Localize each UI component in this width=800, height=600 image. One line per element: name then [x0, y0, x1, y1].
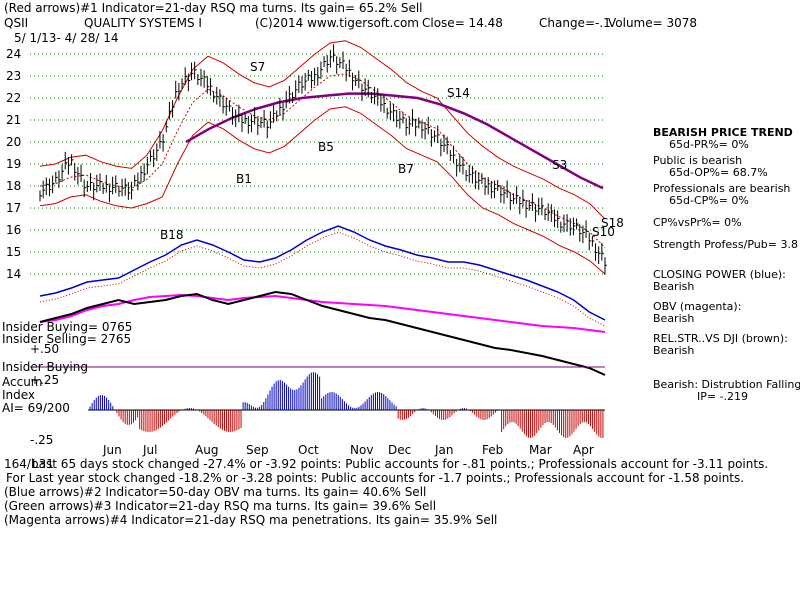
- insider-buying-count: Insider Buying= 0765: [2, 320, 133, 334]
- x-tick-label: Dec: [388, 443, 411, 457]
- signal-s10: S10: [592, 225, 615, 239]
- y-tick-label: 19: [6, 157, 21, 171]
- insider-selling-count: Insider Selling= 2765: [2, 332, 132, 346]
- x-tick-label: Nov: [350, 443, 373, 457]
- ai-label: AI= 69/200: [2, 401, 70, 415]
- prof-title: Professionals are bearish: [653, 182, 791, 195]
- y-tick-label: 22: [6, 91, 21, 105]
- index-label: Index: [2, 388, 36, 402]
- signal-b18: B18: [160, 228, 184, 242]
- closing-power-line: [39, 225, 606, 321]
- accum-label: Accum: [2, 375, 43, 389]
- footer-line-2: For Last year stock changed -18.2% or -3…: [6, 471, 745, 485]
- y-tick-label: 16: [6, 223, 21, 237]
- y-tick-label: 20: [6, 135, 21, 149]
- company-name: QUALITY SYSTEMS I: [84, 16, 202, 30]
- signal-b7: B7: [398, 162, 414, 176]
- x-tick-label: Sep: [246, 443, 269, 457]
- plus-50-label: +.50: [30, 342, 60, 356]
- y-tick-label: 17: [6, 201, 21, 215]
- obv-label: OBV (magenta):: [653, 300, 742, 313]
- signal-s3: S3: [552, 158, 568, 172]
- footer-line-3: (Blue arrows)#2 Indicator=50-day OBV ma …: [4, 485, 427, 499]
- plus-25-label: +.25: [30, 373, 60, 387]
- obv-line: [39, 293, 606, 333]
- ticker: QSII: [4, 16, 29, 30]
- pr-value: 65d-PR%= 0%: [669, 138, 749, 151]
- minus-25-label: -.25: [30, 433, 54, 447]
- distribution-status: Bearish: Distrubtion Falling: [653, 378, 800, 391]
- signal-s18: S18: [601, 216, 624, 230]
- signal-s14: S14: [447, 86, 470, 100]
- upper-band-line: [39, 40, 606, 220]
- y-tick-label: 14: [6, 267, 21, 281]
- cp-status: Bearish: [653, 280, 695, 293]
- x-tick-label: Mar: [529, 443, 552, 457]
- x-tick-label: Jan: [434, 443, 454, 457]
- signal-b5: B5: [318, 140, 334, 154]
- cpvspr: CP%vsPr%= 0%: [653, 216, 742, 229]
- footer-prefix: 164/b31: [4, 457, 54, 471]
- footer-line-1: Last 65 days stock changed -27.4% or -3.…: [32, 457, 769, 471]
- closing-power-ma: [39, 231, 606, 327]
- x-tick-label: Jul: [142, 443, 157, 457]
- indicator-1-line: (Red arrows)#1 Indicator=21-day RSQ ma t…: [4, 1, 423, 15]
- footer-line-5: (Magenta arrows)#4 Indicator=21-day RSQ …: [4, 513, 498, 527]
- x-tick-label: Aug: [195, 443, 218, 457]
- close-price: Close= 14.48: [422, 16, 503, 30]
- ma21-line: [39, 73, 606, 248]
- ip-value: IP= -.219: [697, 390, 749, 403]
- rs-label: REL.STR..VS DJI (brown):: [653, 332, 788, 345]
- change: Change=-.1: [539, 16, 611, 30]
- copyright: (C)2014 www.tigersoft.com: [255, 16, 419, 30]
- strength: Strength Profess/Pub= 3.8: [653, 238, 798, 251]
- obv-status: Bearish: [653, 312, 695, 325]
- trend-title: BEARISH PRICE TREND: [653, 127, 793, 139]
- y-tick-label: 24: [6, 47, 21, 61]
- insider-buying-label: Insider Buying: [2, 360, 88, 374]
- x-tick-label: Feb: [482, 443, 503, 457]
- rel-strength-line: [39, 290, 606, 376]
- y-tick-label: 21: [6, 113, 21, 127]
- public-title: Public is bearish: [653, 154, 743, 167]
- y-tick-label: 15: [6, 245, 21, 259]
- date-range: 5/ 1/13- 4/ 28/ 14: [14, 31, 119, 45]
- op-value: 65d-OP%= 68.7%: [669, 166, 768, 179]
- signal-s7: S7: [250, 60, 266, 74]
- lower-band-line: [39, 106, 606, 275]
- y-tick-label: 18: [6, 179, 21, 193]
- x-tick-label: Jun: [102, 443, 122, 457]
- x-tick-label: Oct: [298, 443, 319, 457]
- x-tick-label: Apr: [573, 443, 594, 457]
- cp-label: CLOSING POWER (blue):: [653, 268, 786, 281]
- rs-status: Bearish: [653, 344, 695, 357]
- cp-value: 65d-CP%= 0%: [669, 194, 749, 207]
- right-panel: BEARISH PRICE TREND 65d-PR%= 0% Public i…: [653, 127, 800, 403]
- footer-line-4: (Green arrows)#3 Indicator=21-day RSQ ma…: [4, 499, 437, 513]
- ma200-line: [185, 92, 604, 190]
- signal-b1: B1: [236, 172, 252, 186]
- volume: Volume= 3078: [608, 16, 698, 30]
- y-tick-label: 23: [6, 69, 21, 83]
